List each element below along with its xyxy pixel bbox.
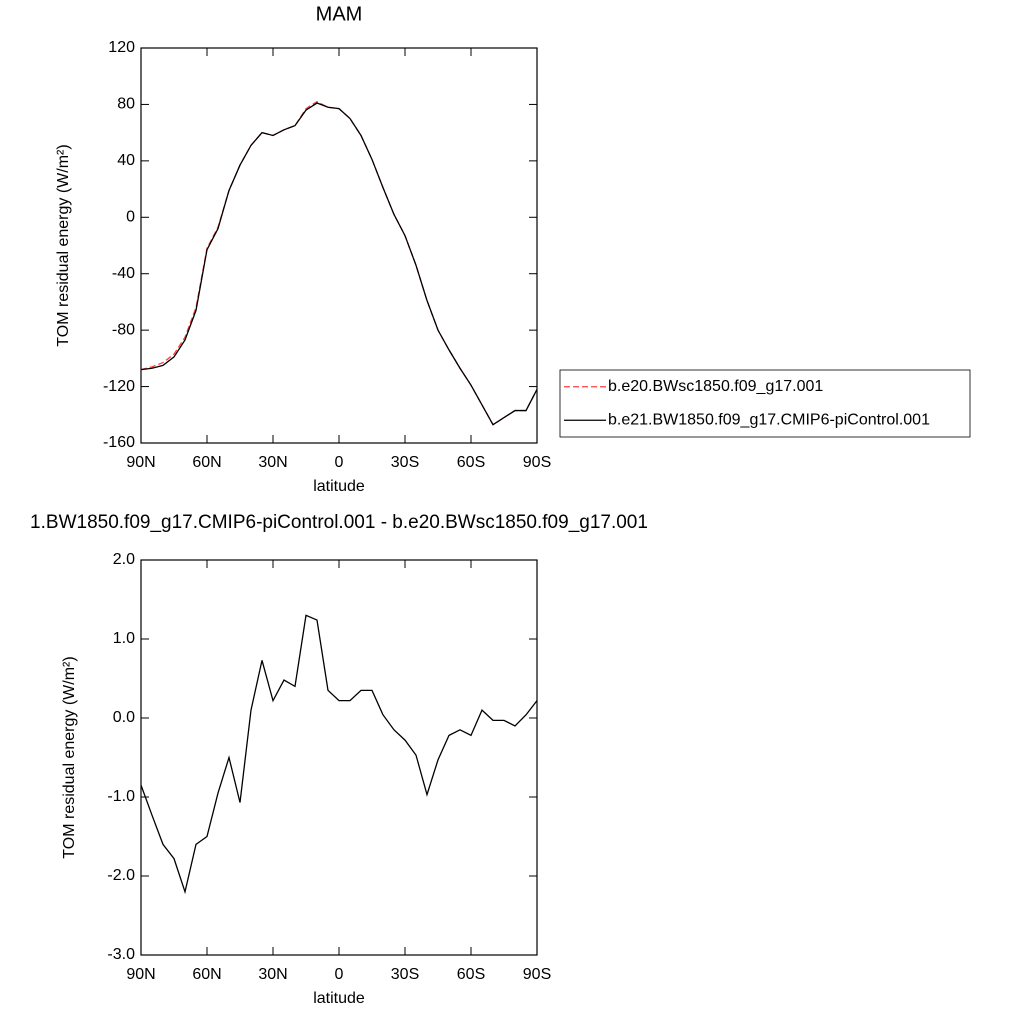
x-tick-label: 30S xyxy=(391,454,419,471)
x-tick-label: 90S xyxy=(523,966,551,983)
y-tick-label: -160 xyxy=(103,434,135,451)
y-tick-label: 2.0 xyxy=(113,551,135,568)
x-axis-label: latitude xyxy=(313,478,365,495)
y-tick-label: -1.0 xyxy=(107,788,135,805)
y-tick-label: -3.0 xyxy=(107,946,135,963)
x-tick-label: 0 xyxy=(335,454,344,471)
plot-frame xyxy=(140,47,538,444)
y-axis-label: TOM residual energy (W/m²) xyxy=(55,144,72,346)
x-tick-label: 90S xyxy=(523,454,551,471)
data-line xyxy=(140,102,538,426)
chart-title: MAM xyxy=(316,3,363,25)
x-tick-label: 30N xyxy=(258,966,287,983)
legend-box xyxy=(559,369,971,438)
y-tick-label: 1.0 xyxy=(113,630,135,647)
y-tick-label: -80 xyxy=(112,321,135,338)
y-tick-label: 40 xyxy=(117,152,135,169)
x-tick-label: 90N xyxy=(126,966,155,983)
x-tick-label: 30N xyxy=(258,454,287,471)
y-tick-label: -40 xyxy=(112,265,135,282)
y-tick-label: 0.0 xyxy=(113,709,135,726)
x-tick-label: 60N xyxy=(192,966,221,983)
x-tick-label: 30S xyxy=(391,966,419,983)
x-tick-label: 90N xyxy=(126,454,155,471)
y-tick-label: 80 xyxy=(117,96,135,113)
x-axis-label: latitude xyxy=(313,990,365,1007)
y-tick-label: -120 xyxy=(103,378,135,395)
plot-frame xyxy=(140,559,538,956)
chart-title: 1.BW1850.f09_g17.CMIP6-piControl.001 - b… xyxy=(30,512,648,533)
y-tick-label: -2.0 xyxy=(107,867,135,884)
y-tick-label: 0 xyxy=(126,209,135,226)
legend-label: b.e20.BWsc1850.f09_g17.001 xyxy=(608,378,823,395)
x-tick-label: 60S xyxy=(457,454,485,471)
y-axis-label: TOM residual energy (W/m²) xyxy=(61,656,78,858)
data-line xyxy=(140,614,538,895)
x-tick-label: 0 xyxy=(335,966,344,983)
data-line xyxy=(140,100,538,426)
y-tick-label: 120 xyxy=(108,39,135,56)
x-tick-label: 60S xyxy=(457,966,485,983)
x-tick-label: 60N xyxy=(192,454,221,471)
legend-label: b.e21.BW1850.f09_g17.CMIP6-piControl.001 xyxy=(608,411,930,428)
